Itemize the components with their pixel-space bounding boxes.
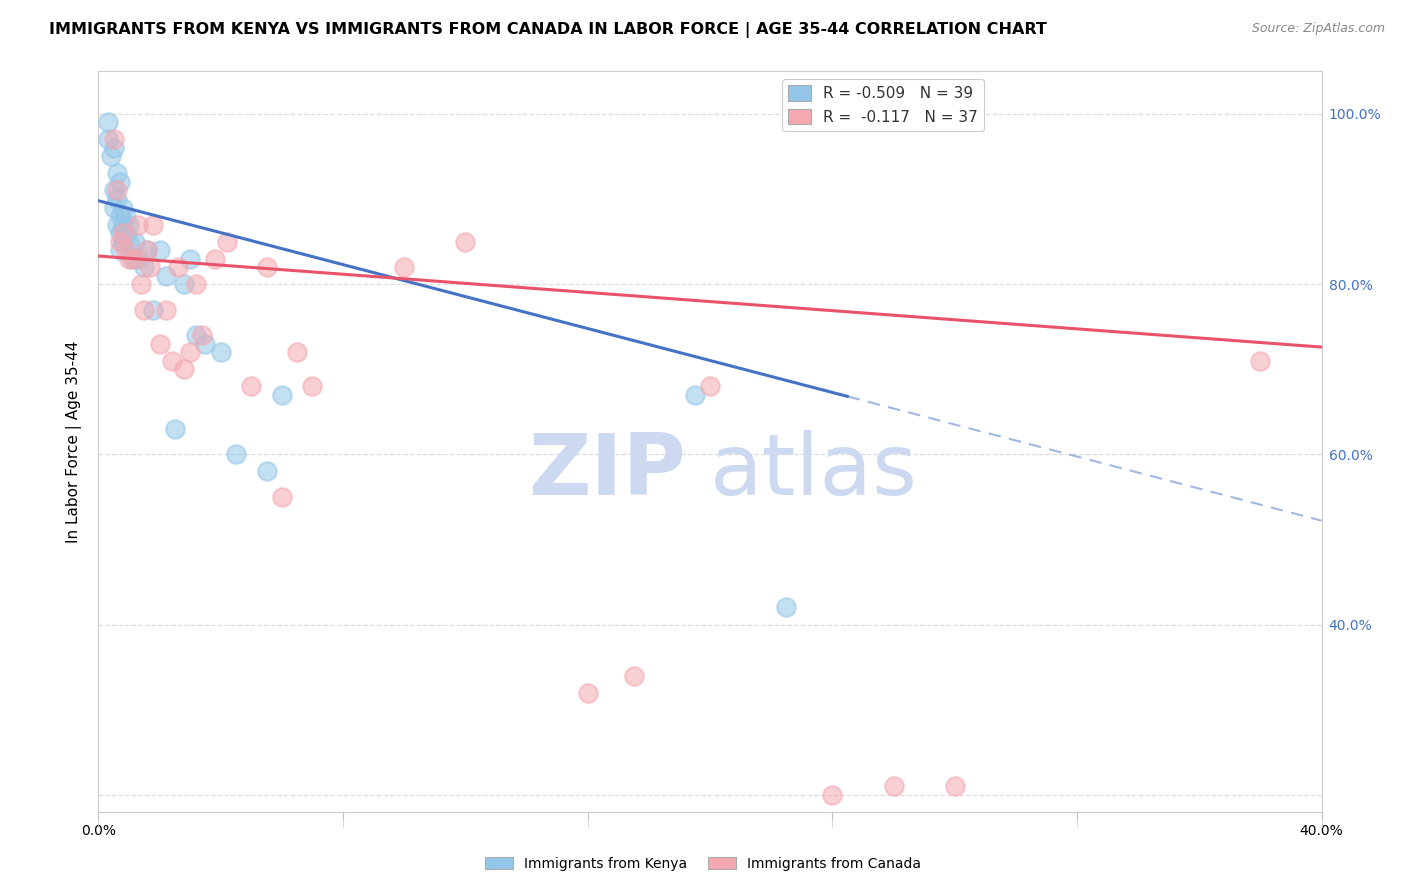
Point: [139, 260, 162, 274]
Point: [103, 184, 125, 198]
Point: [100, 149, 122, 163]
Point: [623, 668, 645, 682]
Point: [108, 235, 131, 249]
Point: [155, 268, 177, 283]
Text: IMMIGRANTS FROM KENYA VS IMMIGRANTS FROM CANADA IN LABOR FORCE | AGE 35-44 CORRE: IMMIGRANTS FROM KENYA VS IMMIGRANTS FROM…: [49, 22, 1047, 38]
Point: [111, 218, 134, 232]
Point: [256, 260, 278, 274]
Point: [108, 175, 131, 189]
Legend: Immigrants from Kenya, Immigrants from Canada: Immigrants from Kenya, Immigrants from C…: [479, 851, 927, 876]
Point: [115, 243, 138, 257]
Point: [943, 779, 966, 793]
Point: [149, 336, 172, 351]
Point: [821, 788, 844, 802]
Point: [105, 218, 128, 232]
Text: atlas: atlas: [710, 430, 918, 513]
Point: [775, 600, 797, 615]
Point: [160, 353, 183, 368]
Point: [115, 226, 138, 240]
Point: [111, 226, 134, 240]
Text: ZIP: ZIP: [527, 430, 686, 513]
Point: [103, 141, 125, 155]
Point: [118, 218, 141, 232]
Point: [124, 235, 146, 249]
Point: [134, 302, 156, 317]
Point: [103, 132, 125, 146]
Point: [225, 447, 247, 461]
Point: [301, 379, 323, 393]
Point: [186, 277, 208, 292]
Point: [699, 379, 721, 393]
Point: [240, 379, 263, 393]
Point: [883, 779, 905, 793]
Point: [186, 328, 208, 343]
Point: [163, 422, 186, 436]
Point: [118, 252, 141, 266]
Point: [136, 243, 159, 257]
Point: [256, 464, 278, 478]
Point: [142, 218, 165, 232]
Point: [103, 201, 125, 215]
Point: [108, 209, 131, 223]
Point: [129, 277, 152, 292]
Point: [115, 209, 138, 223]
Point: [683, 388, 706, 402]
Point: [108, 243, 131, 257]
Point: [118, 235, 141, 249]
Point: [111, 235, 134, 249]
Point: [155, 302, 177, 317]
Point: [191, 328, 214, 343]
Point: [127, 252, 149, 266]
Point: [127, 218, 149, 232]
Point: [136, 243, 159, 257]
Point: [454, 235, 477, 249]
Point: [105, 192, 128, 206]
Point: [1249, 353, 1271, 368]
Point: [285, 345, 308, 359]
Point: [105, 184, 128, 198]
Point: [209, 345, 232, 359]
Point: [97, 115, 120, 129]
Text: Source: ZipAtlas.com: Source: ZipAtlas.com: [1251, 22, 1385, 36]
Point: [270, 388, 292, 402]
Point: [204, 252, 226, 266]
Legend: R = -0.509   N = 39, R =  -0.117   N = 37: R = -0.509 N = 39, R = -0.117 N = 37: [782, 79, 984, 131]
Point: [105, 166, 128, 180]
Point: [111, 201, 134, 215]
Point: [173, 362, 195, 376]
Y-axis label: In Labor Force | Age 35-44: In Labor Force | Age 35-44: [66, 341, 83, 542]
Point: [167, 260, 190, 274]
Point: [194, 336, 217, 351]
Point: [173, 277, 195, 292]
Point: [142, 302, 165, 317]
Point: [97, 132, 120, 146]
Point: [108, 226, 131, 240]
Point: [215, 235, 238, 249]
Point: [121, 252, 143, 266]
Point: [179, 252, 201, 266]
Point: [124, 252, 146, 266]
Point: [270, 490, 292, 504]
Point: [134, 260, 156, 274]
Point: [392, 260, 416, 274]
Point: [149, 243, 172, 257]
Point: [179, 345, 201, 359]
Point: [576, 685, 599, 699]
